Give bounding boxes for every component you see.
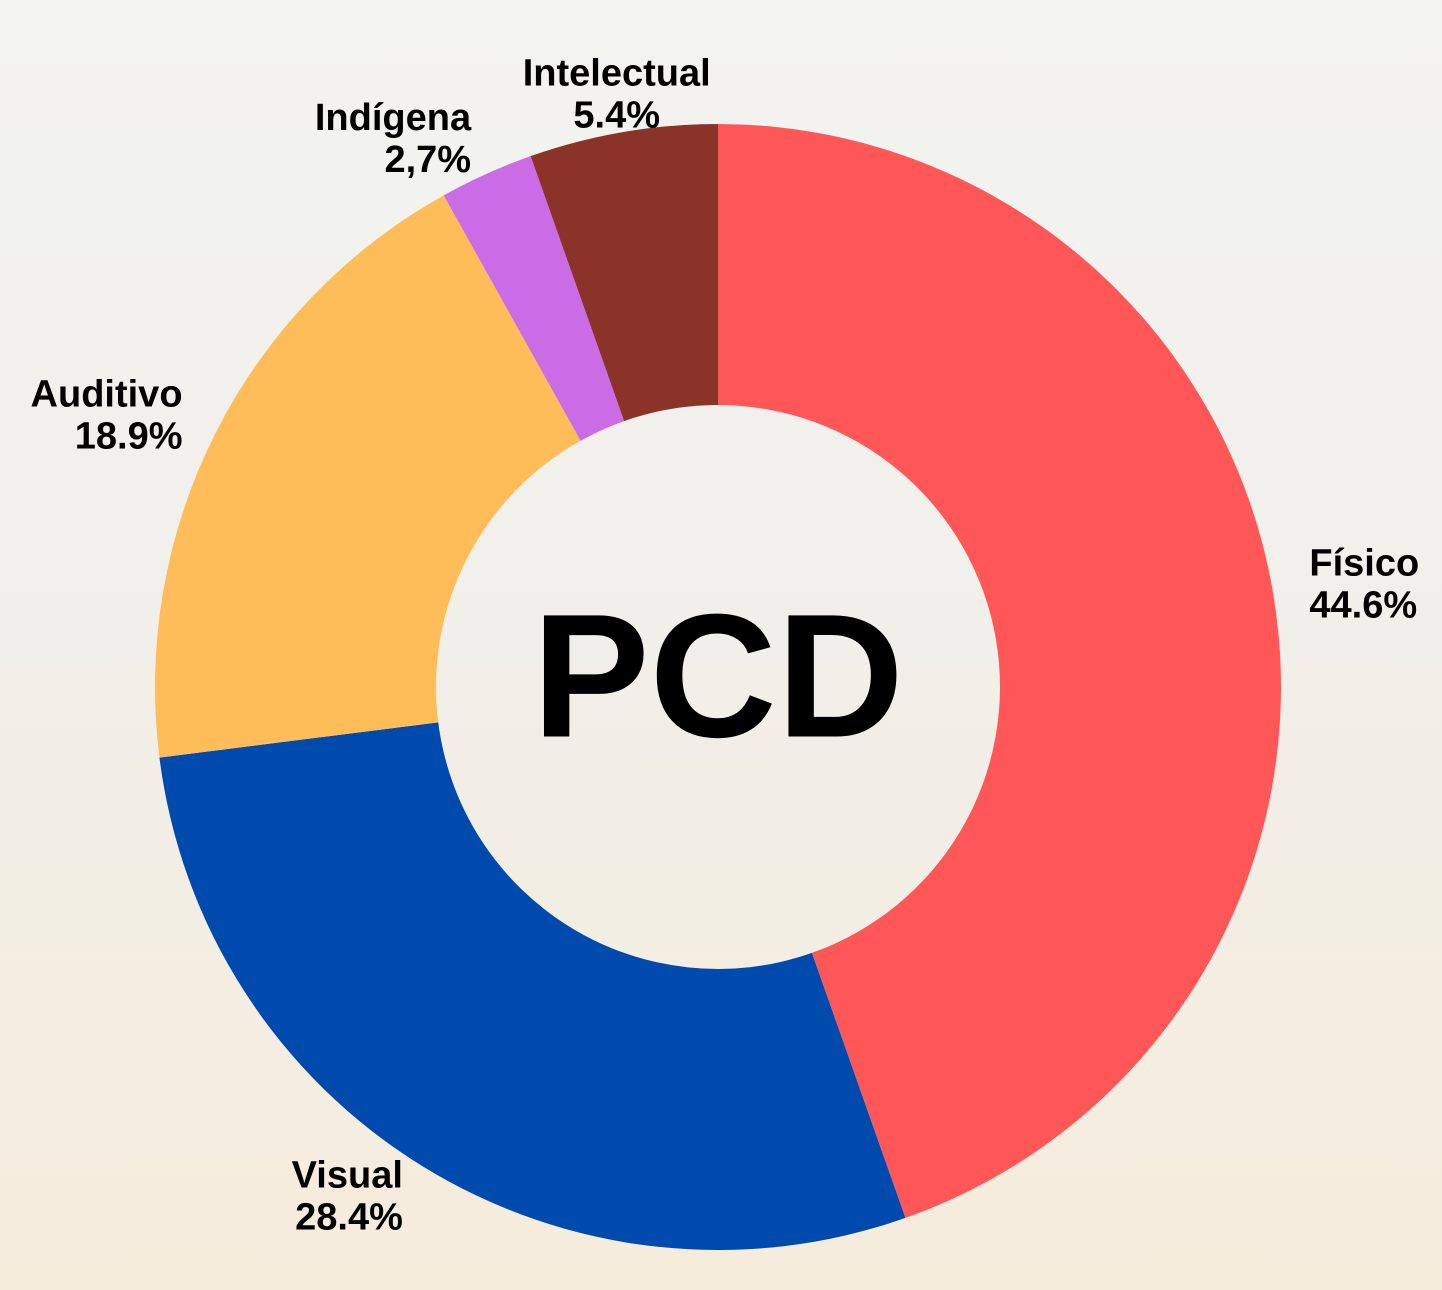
slice-value-label: 28.4%: [295, 1197, 403, 1239]
slice-value-label: 18.9%: [75, 415, 183, 457]
donut-slice: [718, 124, 1281, 1218]
slice-label: Visual: [292, 1155, 403, 1197]
center-label: PCD: [532, 578, 904, 774]
slice-label: Físico: [1309, 543, 1419, 585]
slice-label: Indígena: [315, 97, 472, 139]
donut-slice: [159, 722, 906, 1251]
slice-label: Intelectual: [523, 53, 711, 95]
donut-slice: [530, 124, 718, 422]
slice-label: Auditivo: [31, 373, 183, 415]
slice-value-label: 44.6%: [1309, 585, 1417, 627]
donut-slice: [443, 156, 625, 441]
slice-value-label: 5.4%: [573, 95, 660, 137]
slice-value-label: 2,7%: [384, 139, 471, 181]
donut-slice: [154, 195, 581, 758]
